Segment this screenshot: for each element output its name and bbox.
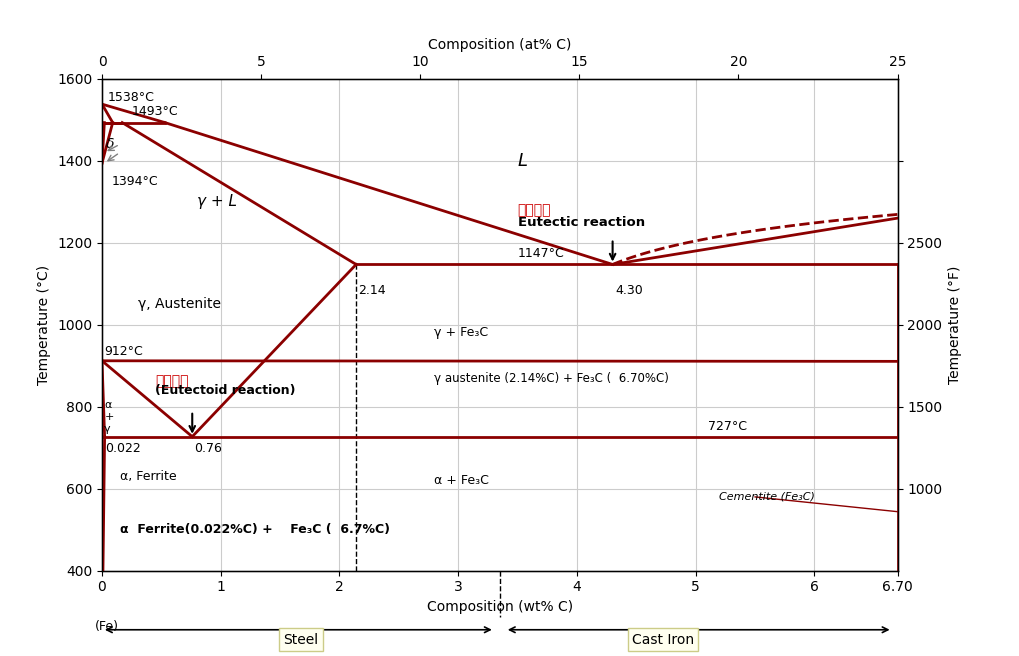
X-axis label: Composition (at% C): Composition (at% C): [428, 39, 571, 52]
Text: Cast Iron: Cast Iron: [632, 632, 693, 647]
X-axis label: Composition (wt% C): Composition (wt% C): [426, 600, 573, 614]
Text: (Fe): (Fe): [95, 620, 119, 633]
Text: γ + L: γ + L: [197, 194, 236, 209]
Text: 1394°C: 1394°C: [111, 175, 158, 188]
Text: γ, Austenite: γ, Austenite: [138, 297, 220, 311]
Text: 1538°C: 1538°C: [108, 91, 155, 104]
Text: 공정반응: 공정반응: [517, 203, 550, 217]
Text: α + Fe₃C: α + Fe₃C: [434, 474, 489, 487]
Text: (Eutectoid reaction): (Eutectoid reaction): [155, 384, 296, 397]
Text: 2.14: 2.14: [358, 283, 386, 297]
Text: α
+
γ: α + γ: [104, 400, 114, 434]
Text: 0.76: 0.76: [195, 441, 222, 455]
Text: L: L: [517, 152, 527, 170]
Y-axis label: Temperature (°F): Temperature (°F): [947, 266, 961, 384]
Text: 1147°C: 1147°C: [517, 247, 564, 260]
Y-axis label: Temperature (°C): Temperature (°C): [38, 264, 51, 385]
Text: 공석반응: 공석반응: [155, 375, 189, 388]
Text: γ austenite (2.14%C) + Fe₃C (  6.70%C): γ austenite (2.14%C) + Fe₃C ( 6.70%C): [434, 371, 668, 384]
Text: Eutectic reaction: Eutectic reaction: [517, 216, 644, 229]
Text: α  Ferrite(0.022%C) +    Fe₃C (  6.7%C): α Ferrite(0.022%C) + Fe₃C ( 6.7%C): [119, 523, 389, 536]
Text: 912°C: 912°C: [104, 344, 143, 358]
Text: 1493°C: 1493°C: [131, 105, 178, 117]
Text: Steel: Steel: [283, 632, 318, 647]
Text: 0.022: 0.022: [105, 441, 141, 455]
Text: Cementite (Fe₃C): Cementite (Fe₃C): [718, 492, 814, 502]
Text: 4.30: 4.30: [614, 283, 642, 297]
Text: δ: δ: [105, 137, 114, 152]
Text: γ + Fe₃C: γ + Fe₃C: [434, 327, 488, 339]
Text: α, Ferrite: α, Ferrite: [119, 470, 176, 483]
Text: 727°C: 727°C: [707, 420, 746, 434]
